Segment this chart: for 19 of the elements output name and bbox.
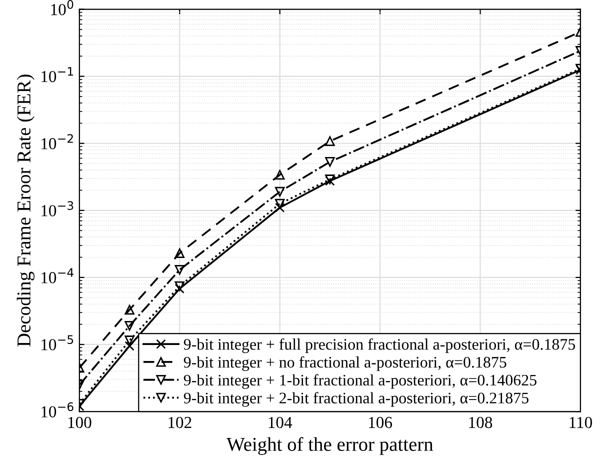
legend-label: 9-bit integer + no fractional a-posteriori, α=0.1875: [184, 356, 506, 371]
x-tick-label: 110: [570, 416, 592, 428]
y-tick-label: 10$^{−6}$: [42, 402, 74, 418]
y-tick-label: 10$^{−5}$: [42, 335, 74, 350]
x-tick-label: 104: [268, 416, 292, 428]
x-tick-label: 108: [469, 416, 492, 428]
legend-label: 9-bit integer + 1-bit fractional a-posteriori, α=0.140625: [184, 374, 536, 389]
y-tick-label: 10$^{−1}$: [42, 67, 74, 82]
x-tick-label: 102: [168, 416, 192, 428]
legend-label: 9-bit integer + full precision fractional a-posteriori, α=0.1875: [184, 338, 576, 354]
x-axis-title: Weight of the error pattern: [226, 437, 434, 455]
x-tick-label: 106: [369, 416, 392, 428]
y-tick-label: 10$^{−2}$: [42, 134, 73, 150]
x-tick-label: 100: [68, 416, 92, 428]
y-tick-label: 10$^{0}$: [51, 0, 74, 16]
y-tick-label: 10$^{−3}$: [42, 201, 74, 216]
y-tick-label: 10$^{−4}$: [42, 268, 74, 284]
y-axis-title: Decoding Frame Eroor Rate (FER): [16, 74, 35, 346]
legend-label: 9-bit integer + 2-bit fractional a-posteriori, α=0.21875: [184, 392, 528, 407]
